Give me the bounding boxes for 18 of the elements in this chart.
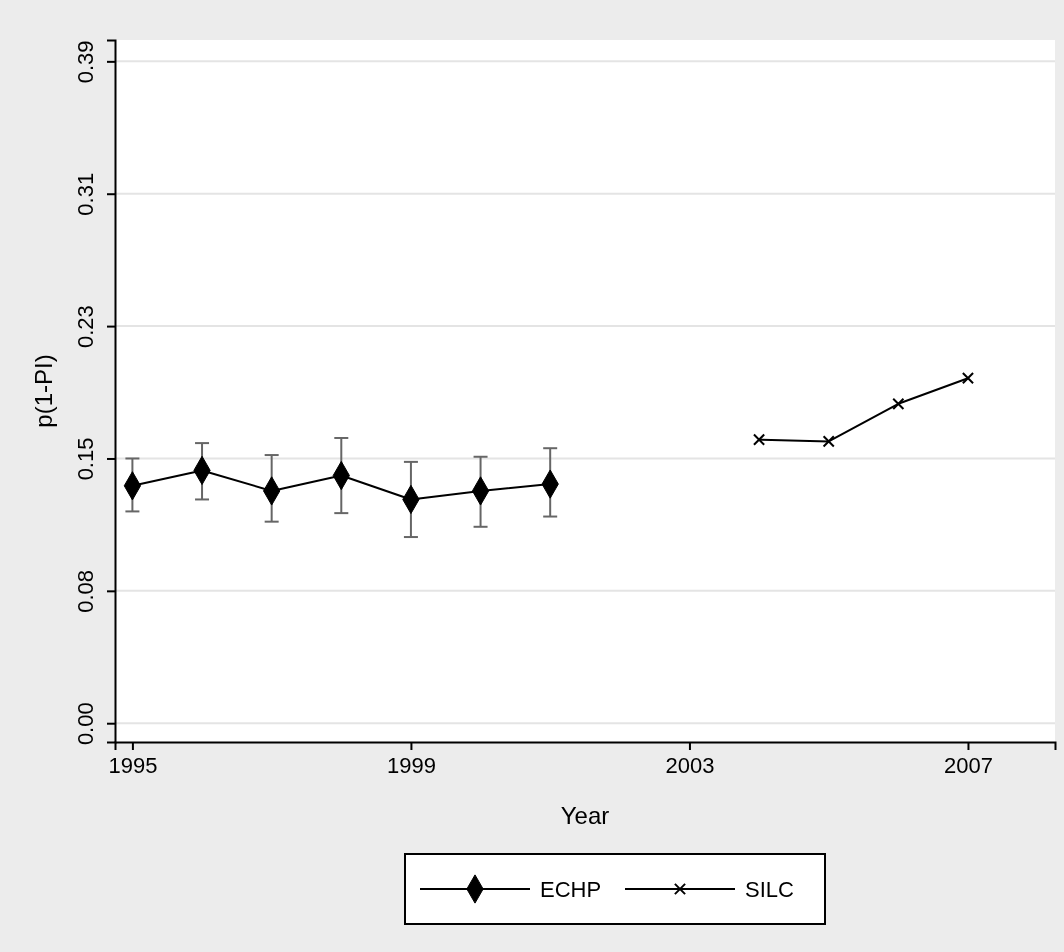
y-tick-label: 0.39 — [73, 40, 98, 84]
point — [892, 397, 905, 410]
point — [822, 435, 835, 448]
legend-label: SILC — [745, 877, 795, 902]
point — [961, 372, 975, 385]
y-tick-label: 0.00 — [73, 702, 98, 746]
y-tick-label: 0.15 — [73, 437, 98, 481]
x-tick-label: 1999 — [386, 752, 436, 778]
y-tick-label: 0.08 — [73, 569, 98, 613]
x-tick-label: 2007 — [943, 752, 993, 778]
x-axis-title: Year — [560, 802, 610, 829]
x-tick-label: 2003 — [665, 752, 715, 778]
x-tick-label: 1995 — [108, 752, 158, 778]
legend-label: ECHP — [540, 877, 602, 902]
y-axis-title: p(1-PI) — [30, 354, 57, 428]
point — [752, 433, 766, 446]
y-tick-label: 0.23 — [73, 305, 98, 349]
y-tick-label: 0.31 — [73, 172, 98, 216]
